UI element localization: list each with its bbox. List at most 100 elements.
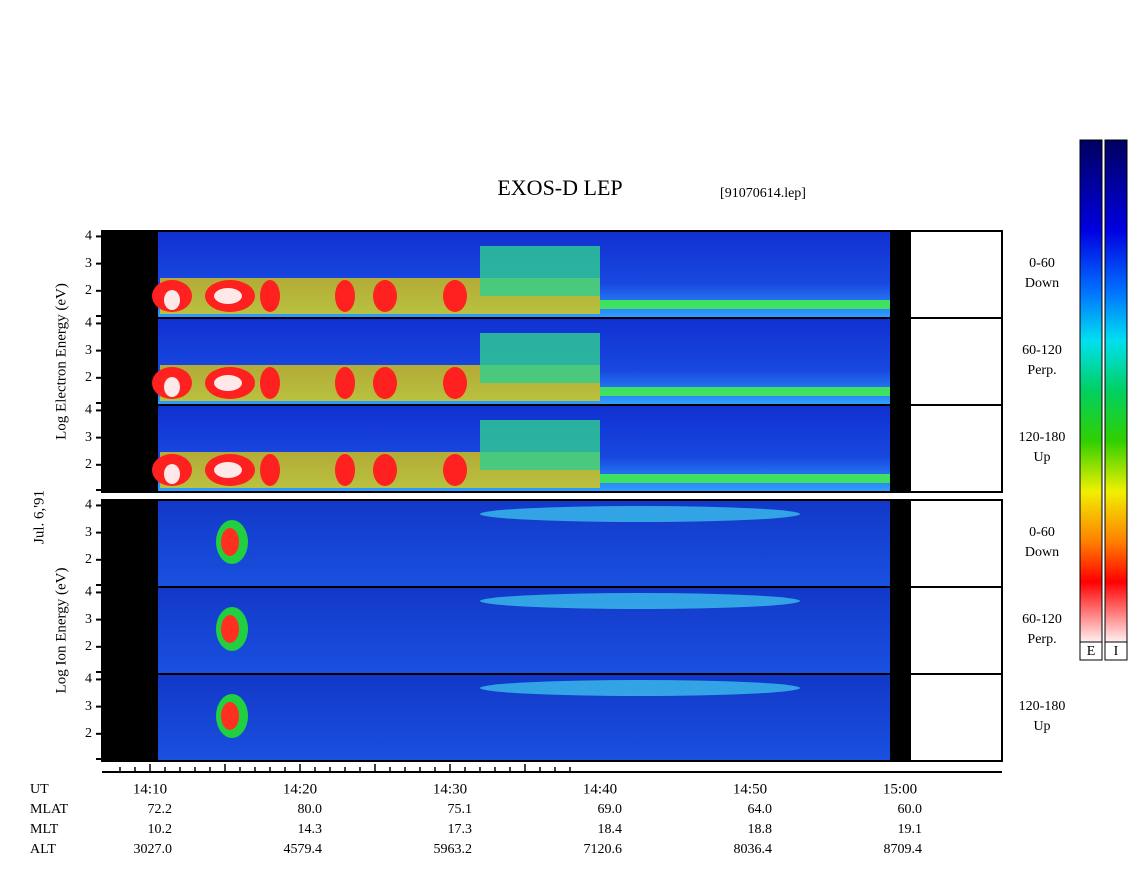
y-tick-label: 2 <box>85 552 92 567</box>
ephemeris-value: 3027.0 <box>134 842 173 857</box>
active-region-top <box>480 420 600 470</box>
y-tick-label: 3 <box>85 612 92 627</box>
colorbar-label-box <box>1079 641 1103 661</box>
time-label: 14:30 <box>433 781 467 797</box>
colorbar <box>1079 139 1103 643</box>
hot-core <box>164 290 180 310</box>
ephemeris-name: ALT <box>30 842 56 857</box>
panel-range: 60-120 <box>1022 612 1062 627</box>
ion-beam <box>480 593 800 609</box>
colorbar <box>1104 139 1128 643</box>
panel-right-black <box>890 405 911 492</box>
title: EXOS-D LEP <box>497 175 622 200</box>
ephemeris-value: 14.3 <box>298 822 323 837</box>
ephemeris-value: 17.3 <box>448 822 473 837</box>
low-energy-band <box>600 300 890 309</box>
panel-range: 0-60 <box>1029 256 1055 271</box>
active-region-top <box>480 246 600 296</box>
hot-core <box>221 702 239 730</box>
low-energy-band <box>600 387 890 396</box>
y-axis-title: Log Electron Energy (eV) <box>53 283 69 440</box>
ephemeris-value: 10.2 <box>148 822 173 837</box>
file-name: [91070614.lep] <box>720 186 806 201</box>
ephemeris-value: 80.0 <box>298 802 323 817</box>
panel-direction: Up <box>1033 719 1050 734</box>
hot-spot <box>443 367 467 399</box>
hot-core <box>214 375 242 391</box>
y-tick-label: 3 <box>85 256 92 271</box>
y-tick-label: 2 <box>85 370 92 385</box>
panel-frame <box>101 404 1003 493</box>
ephemeris-value: 8036.4 <box>734 842 773 857</box>
hot-core <box>214 288 242 304</box>
panel-left-black <box>102 318 158 405</box>
time-label: 14:20 <box>283 781 317 797</box>
y-tick-label: 3 <box>85 343 92 358</box>
y-tick-label: 4 <box>85 229 92 244</box>
hot-spot <box>260 280 280 312</box>
hot-core <box>164 377 180 397</box>
y-tick-label: 4 <box>85 316 92 331</box>
hot-spot <box>335 280 355 312</box>
panel-direction: Perp. <box>1027 632 1056 647</box>
y-axis-title: Log Ion Energy (eV) <box>53 568 69 694</box>
hot-spot <box>443 280 467 312</box>
ephemeris-value: 18.8 <box>748 822 773 837</box>
hot-spot <box>260 367 280 399</box>
y-tick-label: 3 <box>85 525 92 540</box>
ephemeris-value: 4579.4 <box>284 842 323 857</box>
active-region-top <box>480 333 600 383</box>
panel-range: 0-60 <box>1029 525 1055 540</box>
y-tick-label: 2 <box>85 283 92 298</box>
panel-range: 120-180 <box>1019 699 1066 714</box>
colorbar-label-box <box>1104 641 1128 661</box>
panel-frame <box>101 673 1003 762</box>
ephemeris-value: 18.4 <box>598 822 623 837</box>
hot-spot <box>373 367 397 399</box>
hot-spot <box>373 454 397 486</box>
ephemeris-value: 72.2 <box>148 802 173 817</box>
panel-direction: Down <box>1025 545 1059 560</box>
y-tick-label: 4 <box>85 403 92 418</box>
hot-spot <box>335 367 355 399</box>
ephemeris-value: 69.0 <box>598 802 623 817</box>
y-tick-label: 4 <box>85 585 92 600</box>
hot-core <box>164 464 180 484</box>
ephemeris-value: 7120.6 <box>584 842 623 857</box>
ephemeris-value: 75.1 <box>448 802 473 817</box>
y-tick-label: 2 <box>85 639 92 654</box>
panel-right-black <box>890 500 911 587</box>
panel-left-black <box>102 587 158 674</box>
ephemeris-value: 8709.4 <box>884 842 923 857</box>
y-tick-label: 4 <box>85 672 92 687</box>
panel-direction: Down <box>1025 276 1059 291</box>
panel-right-black <box>890 587 911 674</box>
panel-left-black <box>102 500 158 587</box>
ephemeris-value: 5963.2 <box>434 842 473 857</box>
time-label: 14:10 <box>133 781 167 797</box>
panel-direction: Up <box>1033 450 1050 465</box>
time-label: 14:40 <box>583 781 617 797</box>
panel-left-black <box>102 405 158 492</box>
y-tick-label: 3 <box>85 430 92 445</box>
panel-right-black <box>890 318 911 405</box>
panel-range: 120-180 <box>1019 430 1066 445</box>
hot-spot <box>335 454 355 486</box>
y-tick-label: 2 <box>85 457 92 472</box>
panel-left-black <box>102 231 158 318</box>
ephemeris-name: MLAT <box>30 802 69 817</box>
ephemeris-value: 60.0 <box>898 802 923 817</box>
ephemeris-name: UT <box>30 782 49 797</box>
hot-spot <box>260 454 280 486</box>
hot-core <box>221 528 239 556</box>
ephemeris-value: 64.0 <box>748 802 773 817</box>
time-label: 15:00 <box>883 781 917 797</box>
panel-range: 60-120 <box>1022 343 1062 358</box>
y-tick-label: 2 <box>85 726 92 741</box>
hot-spot <box>373 280 397 312</box>
panel-left-black <box>102 674 158 761</box>
panel-right-black <box>890 674 911 761</box>
colorbar-label: E <box>1087 644 1096 659</box>
ephemeris-name: MLT <box>30 822 59 837</box>
